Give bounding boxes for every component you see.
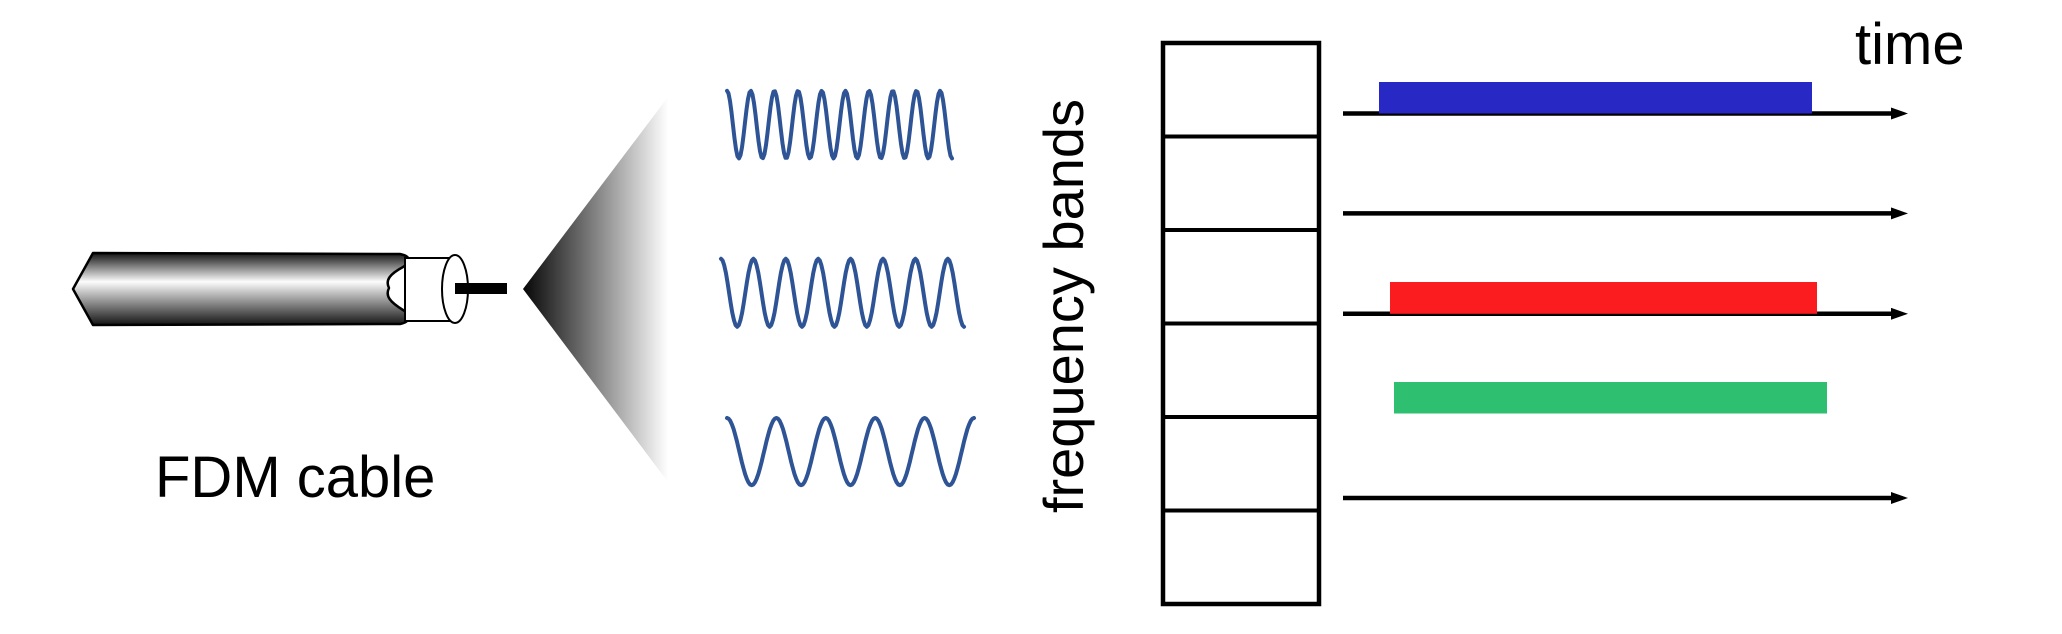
svg-text:frequency bands: frequency bands bbox=[1032, 99, 1095, 513]
svg-text:time: time bbox=[1855, 12, 1965, 77]
svg-text:FDM cable: FDM cable bbox=[155, 445, 435, 510]
